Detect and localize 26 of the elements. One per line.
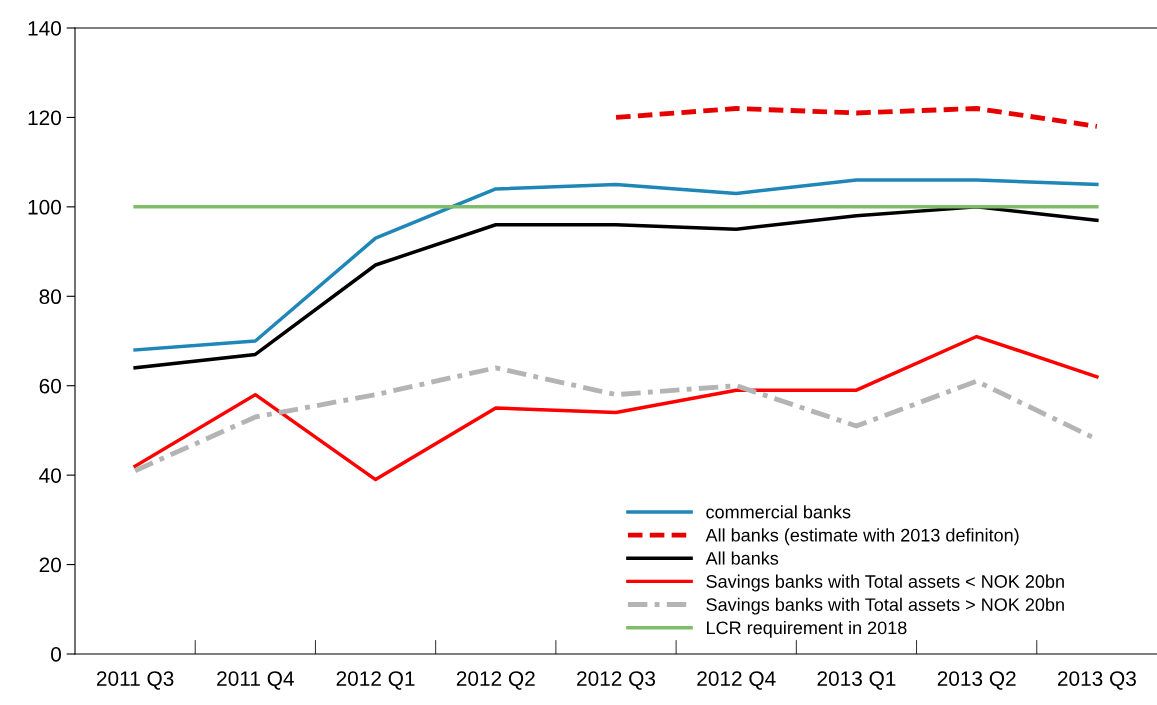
x-tick-label: 2013 Q1 [817,671,896,690]
y-tick-label: 140 [28,21,61,36]
x-tick-label: 2011 Q3 [96,671,174,690]
y-tick-label: 100 [28,199,61,215]
x-tick-label: 2012 Q1 [336,671,415,690]
y-tick-label: 80 [39,289,61,305]
y-tick-label: 40 [39,468,61,483]
x-tick-label: 2012 Q2 [456,671,535,690]
x-tick-label: 2012 Q4 [697,671,776,690]
x-tick-label: 2011 Q4 [217,671,294,690]
legend-label: commercial banks [706,505,851,519]
x-tick-label: 2012 Q3 [577,671,656,690]
line-series [613,106,1100,129]
line-series [133,334,1099,482]
y-tick-label: 60 [39,378,61,394]
legend-label: All banks [705,551,779,565]
y-tick-label: 20 [39,557,61,573]
legend-label: Savings banks with Total assets > NOK 20bn [706,597,1064,615]
y-tick-label: 120 [28,110,61,126]
line-series [133,178,1099,352]
x-tick-label: 2013 Q2 [937,671,1016,690]
legend-label: Savings banks with Total assets < NOK 20bn [706,574,1064,592]
legend-label: LCR requirement in 2018 [707,620,907,638]
y-tick-label: 0 [51,647,61,662]
legend-label: All banks (estimate with 2013 definiton) [705,528,1019,546]
x-tick-label: 2013 Q3 [1057,671,1136,690]
